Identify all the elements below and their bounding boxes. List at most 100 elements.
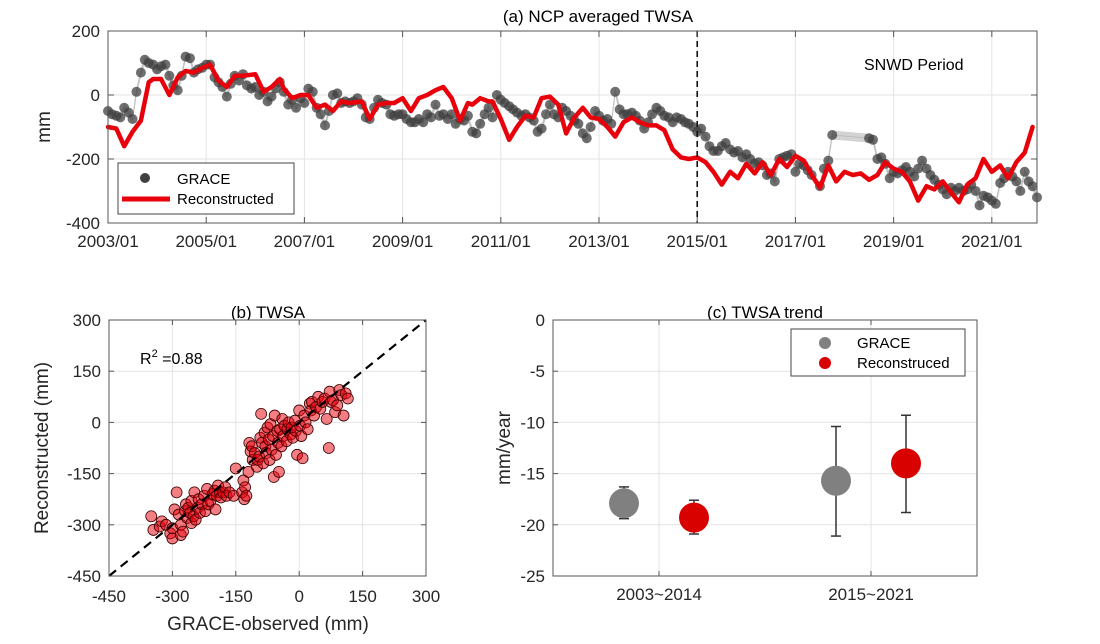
panel-a: (a) NCP averaged TWSA SNWD Period 2003/0… — [34, 7, 1042, 251]
panel-b-ticks: -450 -300 -150 0 150 300 -450 -300 -150 0 150 300 — [67, 311, 440, 606]
panel-b: (b) TWSA -450 -300 -150 0 150 300 -450 -300 -150… — [32, 303, 440, 635]
x-tick-label: -300 — [155, 587, 189, 606]
y-tick-label: 0 — [92, 413, 101, 432]
scatter-point — [255, 407, 268, 420]
scatter-point — [229, 462, 242, 475]
grace-point — [221, 91, 232, 102]
x-tick-label: 2003~2014 — [616, 585, 702, 604]
grace-point — [990, 198, 1001, 209]
x-tick-label: -450 — [92, 587, 126, 606]
scatter-point — [242, 465, 255, 478]
grace-point — [974, 200, 985, 211]
grace-point — [536, 123, 547, 134]
grace-point — [827, 130, 838, 140]
scatter-point — [322, 442, 335, 454]
x-tick-label: 2003/01 — [77, 232, 138, 251]
reconstructed-line — [105, 62, 1035, 205]
grace-point — [913, 163, 924, 174]
r2-base: R — [140, 351, 152, 368]
grace-point — [315, 109, 326, 120]
x-tick-label: 2011/01 — [471, 232, 531, 251]
grace-point — [970, 186, 981, 196]
y-tick-label: -5 — [530, 362, 545, 381]
scatter-point — [320, 413, 333, 425]
panel-c-marks — [609, 414, 921, 537]
grace-point — [266, 91, 277, 102]
grace-point — [115, 112, 126, 123]
y-tick-label: 0 — [91, 86, 100, 105]
panel-a-legend: GRACE Reconstructed — [117, 162, 295, 215]
legend-grace-marker — [819, 337, 831, 349]
y-tick-label: 0 — [536, 311, 545, 330]
panel-a-reconstructed-line — [105, 62, 1035, 205]
grace-point — [1027, 181, 1038, 192]
y-tick-label: -400 — [66, 214, 100, 233]
legend-box — [790, 328, 966, 377]
panel-c: (c) TWSA trend 2003~2014 2015~2021 -25 -20 -… — [494, 303, 978, 604]
grace-point — [483, 102, 494, 113]
grace-point — [769, 176, 780, 187]
x-tick-label: 2005/01 — [175, 232, 236, 251]
panel-c-legend: GRACE Reconstruced — [790, 328, 966, 377]
grace-point — [823, 155, 834, 166]
legend-grace-marker — [140, 173, 150, 183]
scatter-point — [270, 448, 282, 461]
grace-point — [164, 70, 175, 81]
scatter-point — [296, 452, 309, 465]
legend-grace-label: GRACE — [857, 335, 910, 352]
grace-point — [917, 155, 928, 166]
panel-b-ylabel: Reconstructed (mm) — [32, 362, 53, 534]
grace-point — [160, 59, 171, 70]
y-tick-label: 200 — [72, 22, 100, 41]
panel-b-xlabel: GRACE-observed (mm) — [167, 614, 369, 635]
legend-reconstructed-marker — [819, 357, 831, 369]
y-tick-label: -15 — [520, 465, 545, 484]
x-tick-label: -150 — [219, 587, 253, 606]
y-tick-label: -200 — [66, 150, 100, 169]
y-tick-label: -300 — [67, 516, 101, 535]
panel-b-frame — [108, 319, 427, 577]
grace-point — [332, 88, 343, 99]
scatter-point — [273, 465, 285, 478]
scatter-point — [145, 510, 158, 523]
scatter-point — [301, 423, 314, 436]
x-tick-label: 2013/01 — [568, 232, 629, 251]
scatter-point — [240, 489, 253, 502]
scatter-point — [209, 503, 222, 516]
x-tick-label: 2015~2021 — [828, 585, 914, 604]
x-tick-label: 2019/01 — [863, 232, 924, 251]
grace-point — [430, 99, 441, 110]
x-tick-label: 150 — [348, 587, 376, 606]
grace-point — [320, 120, 331, 131]
grace-point — [471, 128, 482, 139]
grace-point — [585, 122, 596, 132]
trend-marker-reconstructed — [679, 502, 709, 533]
grace-point — [127, 114, 138, 124]
grace-point — [487, 112, 498, 123]
panel-a-ylabel: mm — [34, 111, 55, 143]
scatter-point — [341, 392, 354, 405]
trend-marker-grace — [609, 488, 639, 519]
panel-c-ylabel: mm/year — [494, 410, 515, 485]
grace-point — [418, 117, 429, 128]
legend-reconstructed-label: Reconstruced — [857, 355, 950, 372]
scatter-point — [337, 409, 350, 422]
x-tick-label: 2007/01 — [274, 232, 335, 251]
y-tick-label: 150 — [73, 362, 101, 381]
grace-point — [291, 102, 302, 113]
scatter-point — [170, 486, 183, 499]
grace-point — [131, 86, 142, 97]
panel-b-title: (b) TWSA — [231, 303, 306, 322]
grace-point — [696, 123, 707, 134]
panel-c-title: (c) TWSA trend — [707, 303, 823, 322]
panel-c-ticks: 2003~2014 2015~2021 -25 -20 -15 -10 -5 0 — [520, 311, 913, 604]
grace-point — [446, 109, 457, 120]
trend-marker-grace — [821, 465, 851, 496]
grace-point — [1015, 186, 1026, 196]
legend-reconstructed-label: Reconstructed — [177, 191, 274, 208]
x-tick-label: 2015/01 — [666, 232, 727, 251]
legend-box — [117, 162, 295, 215]
legend-grace-label: GRACE — [177, 171, 230, 188]
panel-a-frame — [107, 30, 1038, 224]
